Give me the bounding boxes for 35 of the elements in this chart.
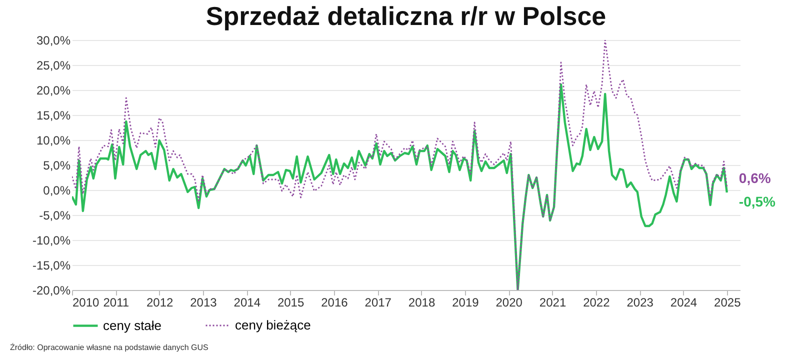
y-tick-label: 0,0% bbox=[43, 184, 71, 198]
y-tick-label: 10,0% bbox=[36, 134, 71, 148]
legend-label: ceny stałe bbox=[103, 318, 162, 333]
x-tick-label: 2024 bbox=[670, 296, 698, 310]
legend-label: ceny bieżące bbox=[235, 318, 311, 332]
y-tick-label: 5,0% bbox=[43, 158, 71, 172]
x-tick-label: 2012 bbox=[146, 296, 174, 310]
y-tick-label: 15,0% bbox=[36, 108, 71, 122]
x-tick-label: 2018 bbox=[408, 296, 436, 310]
annotation: -0,5% bbox=[738, 194, 776, 210]
chart-title: Sprzedaż detaliczna r/r w Polsce bbox=[206, 1, 606, 31]
x-tick-label: 2010 bbox=[72, 296, 100, 310]
x-tick-label: 2025 bbox=[714, 296, 742, 310]
x-tick-label: 2019 bbox=[452, 296, 480, 310]
x-tick-label: 2020 bbox=[496, 296, 523, 310]
x-tick-label: 2016 bbox=[321, 296, 348, 310]
text: Źródło: Opracowanie własne na podstawie danych GUS bbox=[10, 343, 208, 352]
y-tick-label: -5,0% bbox=[39, 208, 71, 222]
y-tick-label: -20,0% bbox=[32, 284, 71, 298]
line-series bbox=[72, 83, 728, 290]
x-tick-label: 2022 bbox=[583, 296, 610, 310]
x-tick-label: 2021 bbox=[539, 296, 566, 310]
y-tick-label: 20,0% bbox=[36, 84, 71, 98]
y-tick-label: 30,0% bbox=[36, 34, 71, 48]
y-tick-label: -10,0% bbox=[32, 234, 71, 248]
x-tick-label: 2013 bbox=[190, 296, 218, 310]
x-tick-label: 2011 bbox=[103, 296, 130, 310]
x-tick-label: 2015 bbox=[277, 296, 304, 310]
annotation: 0,6% bbox=[738, 170, 772, 186]
line-series bbox=[72, 40, 728, 290]
y-tick-label: -15,0% bbox=[32, 258, 71, 272]
x-tick-label: 2023 bbox=[626, 296, 654, 310]
y-tick-label: 25,0% bbox=[36, 58, 71, 72]
x-tick-label: 2017 bbox=[364, 296, 392, 310]
x-tick-label: 2014 bbox=[234, 296, 261, 310]
